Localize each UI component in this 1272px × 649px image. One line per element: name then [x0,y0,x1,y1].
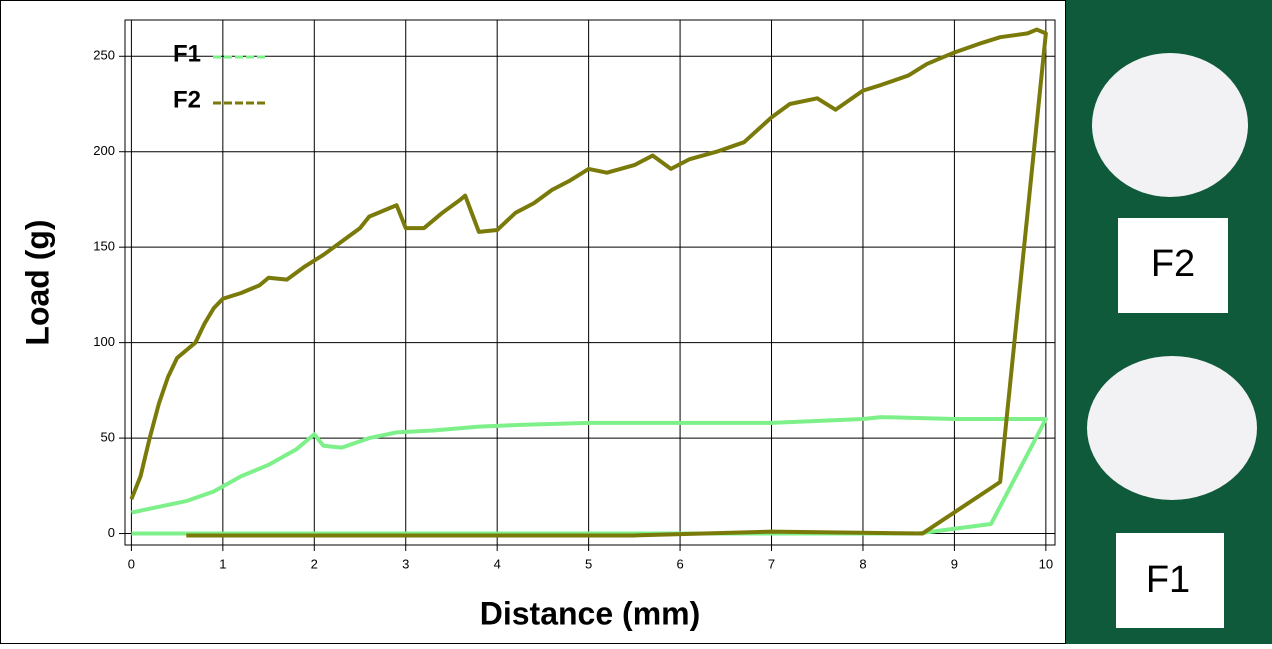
photo-panel: F2 F1 [1066,0,1272,644]
x-tick-label: 10 [1039,556,1053,571]
y-tick-label: 200 [93,143,115,158]
x-tick-label: 8 [859,556,866,571]
data-line [130,415,1048,536]
x-tick-label: 7 [768,556,775,571]
y-tick-label: 100 [93,334,115,349]
x-tick-label: 4 [494,556,501,571]
legend-label: F2 [173,86,201,113]
photo-label: F1 [1146,559,1190,601]
x-tick-label: 2 [311,556,318,571]
photo-label: F2 [1151,243,1195,285]
y-axis-label: Load (g) [19,219,55,345]
legend-label: F1 [173,40,201,67]
x-tick-label: 0 [128,556,135,571]
tablet [1087,356,1257,500]
x-tick-label: 6 [676,556,683,571]
x-axis-label: Distance (mm) [480,595,701,631]
x-tick-label: 9 [951,556,958,571]
tablet [1092,53,1248,197]
y-tick-label: 50 [101,430,115,445]
data-line [129,27,1048,538]
y-tick-label: 0 [108,525,115,540]
x-tick-label: 3 [402,556,409,571]
y-tick-label: 250 [93,48,115,63]
label-box [1118,218,1228,313]
x-tick-label: 1 [219,556,226,571]
x-tick-label: 5 [585,556,592,571]
label-box [1116,533,1224,628]
y-tick-label: 150 [93,239,115,254]
